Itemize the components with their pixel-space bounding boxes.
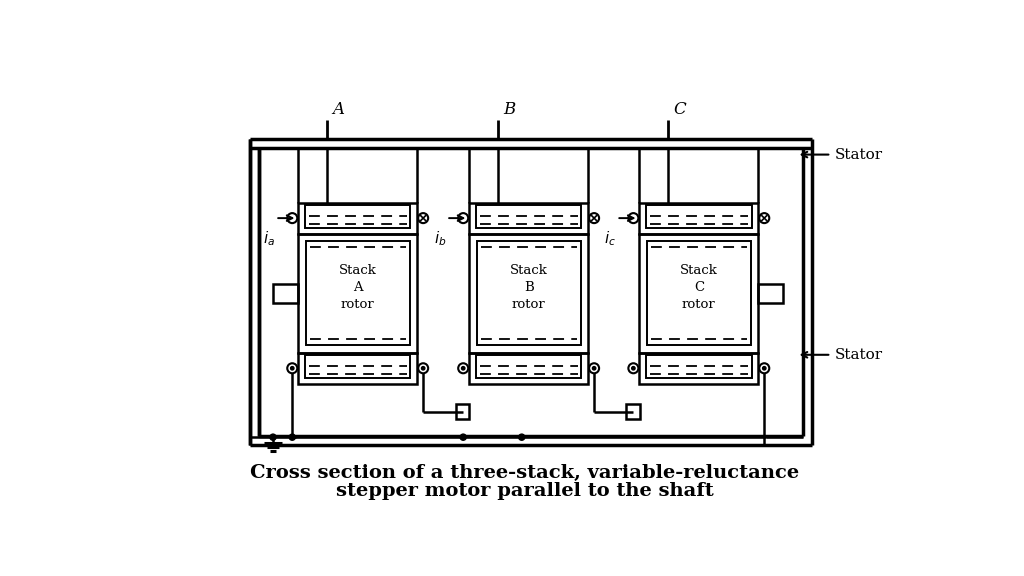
Text: Stator: Stator [836, 348, 884, 362]
Bar [469, 353, 589, 384]
Circle shape [593, 366, 596, 370]
Text: A: A [333, 101, 344, 119]
Bar [469, 203, 589, 233]
Bar [639, 203, 759, 233]
Text: Stack
B
rotor: Stack B rotor [510, 264, 548, 310]
Text: stepper motor parallel to the shaft: stepper motor parallel to the shaft [336, 482, 714, 500]
Text: Stack
C
rotor: Stack C rotor [680, 264, 718, 310]
Bar [305, 355, 411, 378]
Bar [298, 203, 418, 233]
Text: $i_{a}$: $i_{a}$ [263, 229, 275, 248]
Bar [647, 241, 751, 345]
Bar [469, 233, 589, 353]
Bar [646, 205, 752, 228]
Bar [273, 283, 298, 303]
Text: $i_{c}$: $i_{c}$ [604, 229, 616, 248]
Bar [759, 283, 783, 303]
Text: C: C [674, 101, 686, 119]
Circle shape [462, 366, 465, 370]
Circle shape [763, 366, 766, 370]
Bar [477, 241, 581, 345]
Circle shape [291, 366, 294, 370]
Circle shape [518, 434, 525, 440]
Bar [476, 355, 582, 378]
Bar [456, 404, 469, 419]
Bar [626, 404, 640, 419]
Text: Stack
A
rotor: Stack A rotor [339, 264, 377, 310]
Circle shape [460, 434, 466, 440]
Circle shape [270, 434, 276, 440]
Bar [476, 205, 582, 228]
Text: $i_{b}$: $i_{b}$ [434, 229, 446, 248]
Bar [306, 241, 410, 345]
Bar [639, 353, 759, 384]
Text: Stator: Stator [836, 147, 884, 162]
Bar [298, 353, 418, 384]
Bar [639, 233, 759, 353]
Text: B: B [503, 101, 515, 119]
Circle shape [422, 366, 425, 370]
Text: Cross section of a three-stack, variable-reluctance: Cross section of a three-stack, variable… [250, 464, 800, 482]
Bar [305, 205, 411, 228]
Circle shape [632, 366, 635, 370]
Bar [298, 233, 418, 353]
Bar [646, 355, 752, 378]
Circle shape [289, 434, 295, 440]
